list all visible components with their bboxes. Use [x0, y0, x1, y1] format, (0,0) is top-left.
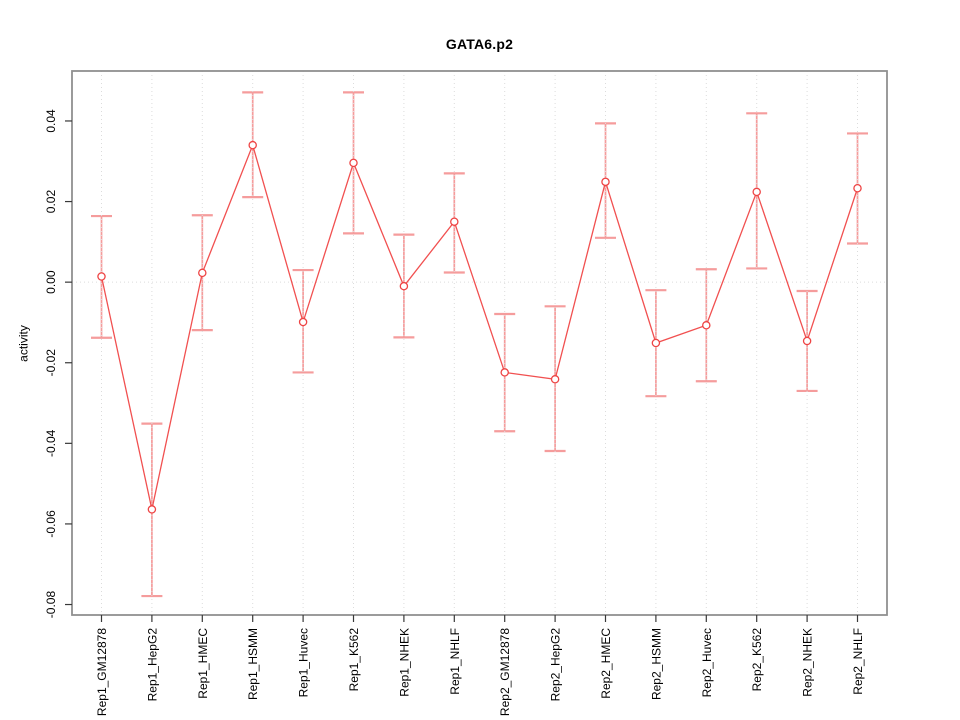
data-point — [97, 272, 106, 281]
data-point — [853, 184, 862, 193]
x-tick-label: Rep1_NHEK — [397, 628, 411, 697]
x-tick-label: Rep1_HSMM — [246, 628, 260, 700]
data-point — [198, 268, 207, 278]
x-tick-label: Rep1_HMEC — [196, 628, 210, 699]
x-tick-label: Rep2_NHEK — [801, 628, 815, 697]
y-tick-label: -0.04 — [44, 429, 58, 457]
y-tick-label: -0.08 — [44, 591, 58, 619]
x-tick-label: Rep2_HepG2 — [549, 628, 563, 702]
x-tick-label: Rep2_NHLF — [851, 628, 865, 695]
data-point — [651, 338, 661, 348]
y-tick-label: -0.06 — [44, 510, 58, 538]
data-point — [500, 368, 509, 377]
y-tick-label: 0.04 — [44, 109, 58, 133]
chart-title: GATA6.p2 — [445, 36, 514, 52]
x-tick-label: Rep1_K562 — [347, 628, 361, 692]
data-point — [752, 187, 761, 197]
data-point — [450, 217, 459, 226]
data-point — [601, 177, 610, 187]
data-line — [100, 143, 859, 510]
x-tick-label: Rep2_Huvec — [700, 628, 714, 697]
y-tick-label: 0.02 — [44, 190, 58, 214]
x-tick-label: Rep1_NHLF — [448, 628, 462, 695]
x-tick-label: Rep1_GM12878 — [95, 628, 109, 716]
data-point — [298, 317, 308, 327]
data-point — [248, 140, 257, 150]
x-tick-label: Rep2_K562 — [750, 628, 764, 692]
x-tick-label: Rep1_Huvec — [297, 628, 311, 697]
plot-border — [71, 70, 888, 616]
data-point — [802, 336, 812, 346]
y-tick-label: -0.02 — [44, 349, 58, 377]
data-point — [399, 281, 409, 291]
y-tick-label: 0.00 — [44, 270, 58, 294]
x-tick-label: Rep1_HepG2 — [145, 628, 159, 702]
x-tick-label: Rep2_GM12878 — [498, 628, 512, 716]
x-tick-label: Rep2_HMEC — [599, 628, 613, 699]
x-tick-label: Rep2_HSMM — [649, 628, 663, 700]
data-point — [702, 321, 711, 330]
data-point — [349, 158, 358, 168]
data-point — [147, 505, 157, 514]
data-point — [550, 375, 560, 384]
